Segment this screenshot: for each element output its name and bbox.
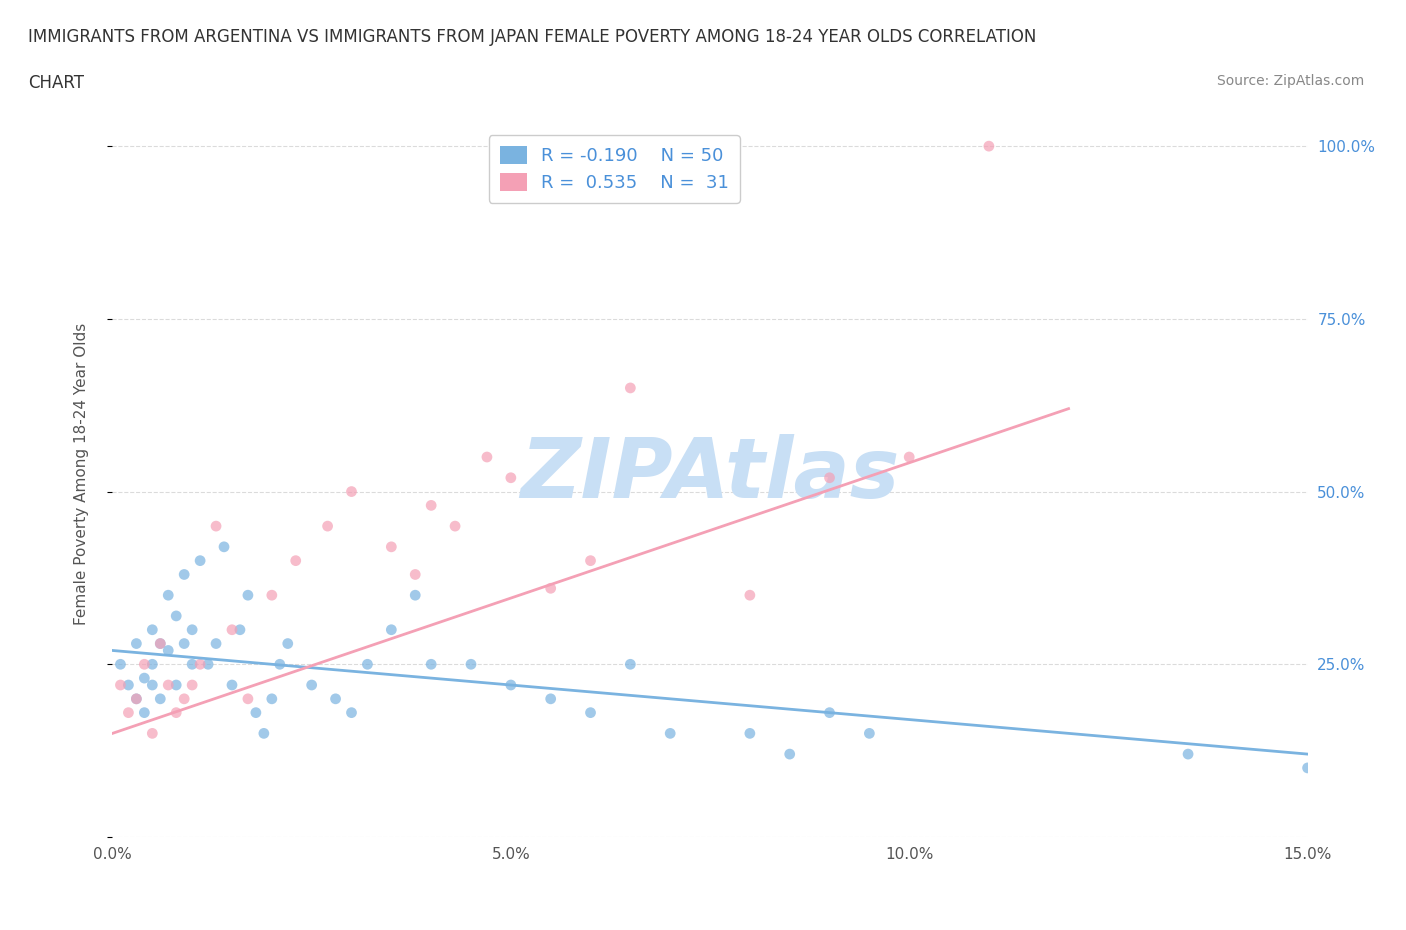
Point [738,588,761,603]
Point [340,485,363,499]
Point [197,657,219,671]
Point [277,636,299,651]
Point [1177,747,1199,762]
Point [260,691,283,706]
Point [818,705,841,720]
Point [205,636,228,651]
Point [134,657,156,671]
Point [141,678,163,693]
Point [181,657,204,671]
Point [236,691,259,706]
Point [325,691,347,706]
Text: ZIPAtlas: ZIPAtlas [520,433,900,515]
Point [316,519,339,534]
Point [460,657,482,671]
Point [221,622,243,637]
Point [818,471,841,485]
Point [205,519,228,534]
Point [404,567,426,582]
Text: CHART: CHART [28,74,84,92]
Point [340,705,363,720]
Point [619,657,641,671]
Point [579,705,602,720]
Text: Source: ZipAtlas.com: Source: ZipAtlas.com [1216,74,1364,88]
Point [173,691,195,706]
Point [475,449,498,464]
Point [253,726,276,741]
Point [157,678,180,693]
Point [173,636,195,651]
Point [165,678,187,693]
Point [188,657,211,671]
Point [499,471,522,485]
Point [301,678,323,693]
Point [149,636,172,651]
Point [444,519,467,534]
Point [134,671,156,685]
Point [380,622,402,637]
Point [141,622,163,637]
Point [779,747,801,762]
Point [977,139,1000,153]
Point [110,678,132,693]
Point [125,636,148,651]
Point [173,567,195,582]
Point [117,678,139,693]
Point [579,553,602,568]
Point [110,657,132,671]
Point [188,553,211,568]
Point [181,678,204,693]
Point [245,705,267,720]
Point [404,588,426,603]
Point [619,380,641,395]
Point [898,449,921,464]
Point [125,691,148,706]
Point [284,553,307,568]
Point [499,678,522,693]
Point [540,691,562,706]
Point [356,657,378,671]
Point [157,588,180,603]
Point [420,657,443,671]
Point [229,622,252,637]
Point [125,691,148,706]
Point [141,726,163,741]
Point [738,726,761,741]
Point [260,588,283,603]
Point [236,588,259,603]
Point [380,539,402,554]
Point [117,705,139,720]
Point [141,657,163,671]
Point [212,539,235,554]
Point [134,705,156,720]
Point [165,705,187,720]
Point [420,498,443,512]
Y-axis label: Female Poverty Among 18-24 Year Olds: Female Poverty Among 18-24 Year Olds [75,324,89,626]
Text: IMMIGRANTS FROM ARGENTINA VS IMMIGRANTS FROM JAPAN FEMALE POVERTY AMONG 18-24 YE: IMMIGRANTS FROM ARGENTINA VS IMMIGRANTS … [28,28,1036,46]
Point [659,726,682,741]
Point [149,636,172,651]
Point [149,691,172,706]
Point [540,581,562,596]
Point [221,678,243,693]
Point [165,608,187,623]
Point [1296,761,1319,776]
Point [269,657,291,671]
Legend: R = -0.190    N = 50, R =  0.535    N =  31: R = -0.190 N = 50, R = 0.535 N = 31 [489,135,740,203]
Point [858,726,880,741]
Point [181,622,204,637]
Point [157,643,180,658]
